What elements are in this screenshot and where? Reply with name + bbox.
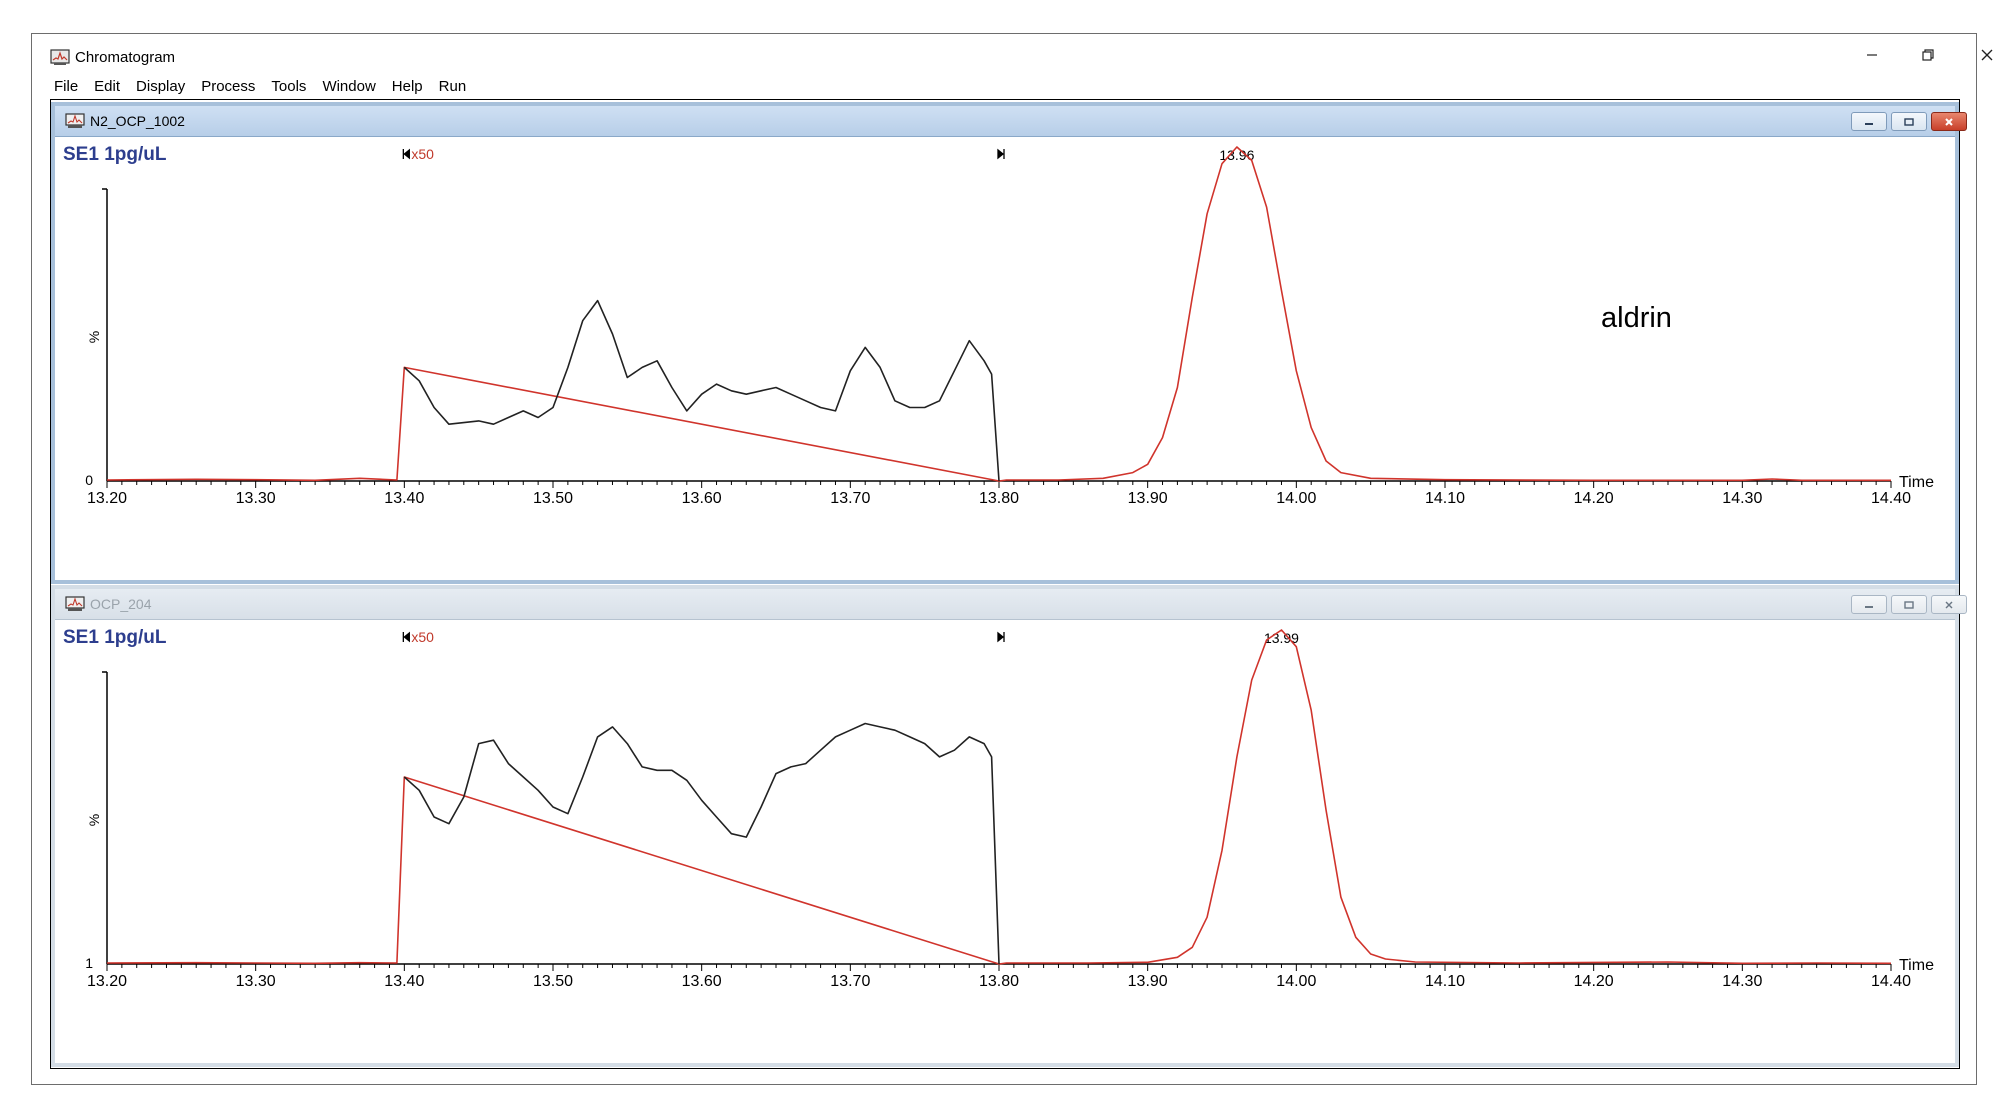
chart1-x-tick-label: 13.30: [236, 490, 276, 507]
chart2-series-1-line: [106, 629, 1892, 965]
chart1-x-tick-label: 14.20: [1574, 490, 1614, 507]
chromatogram-plot-1: SE1 1pg/uL% 0 13.20 13.30 13.40 13.50 13.60 13.…: [63, 144, 1934, 507]
menu-display[interactable]: Display: [136, 78, 186, 95]
chart1-x-tick-label: 14.00: [1276, 490, 1316, 507]
chart1-x-tick-label: 13.70: [830, 490, 870, 507]
child-titlebar-1: N2_OCP_1002: [55, 106, 1967, 137]
menu-file[interactable]: File: [54, 78, 79, 95]
child-minimize-button-2[interactable]: [1851, 595, 1887, 614]
chart2-x-tick-label: 14.10: [1425, 973, 1465, 990]
chart2-title: SE1 1pg/uL: [63, 627, 167, 648]
chart2-range-end-marker: [997, 631, 1005, 643]
chart1-xlabel: Time: [1899, 474, 1934, 491]
menu-help[interactable]: Help: [391, 78, 423, 95]
minimize-icon: [1865, 122, 1873, 125]
chart1-compound-label: aldrin: [1601, 302, 1672, 334]
chart2-x-tick-label: 14.40: [1871, 973, 1911, 990]
chart2-x-tick-label: 14.20: [1574, 973, 1614, 990]
chromatogram-app-icon: [50, 49, 70, 65]
minimize-icon: [1867, 54, 1877, 56]
child-maximize-button-1[interactable]: [1891, 112, 1927, 131]
chart1-x-tick-label: 13.60: [682, 490, 722, 507]
app-title: Chromatogram: [75, 49, 176, 66]
chart1-x-tick-label: 13.80: [979, 490, 1019, 507]
menu-tools[interactable]: Tools: [271, 78, 307, 95]
restore-button[interactable]: [1900, 40, 1956, 70]
child-close-button-2[interactable]: [1931, 595, 1967, 614]
close-icon: [1945, 601, 1953, 608]
child-titlebar-2: OCP_204: [55, 589, 1967, 620]
chromatogram-window-2: OCP_204 SE1 1pg/uL% 1 13.20 13.30 13.40 13.50…: [51, 585, 1967, 1067]
child-title-1: N2_OCP_1002: [90, 113, 185, 129]
child-close-button-1[interactable]: [1931, 112, 1967, 131]
chromatogram-doc-icon: [65, 113, 85, 128]
chromatogram-window-1: N2_OCP_1002 SE1 1pg/uL% 0 13.20 13.30 13.40 1…: [51, 102, 1967, 584]
close-icon: [1945, 117, 1953, 126]
close-icon: [1981, 49, 1993, 61]
chart1-range-end-marker: [997, 148, 1005, 160]
chart2-y-bottom-label: 1: [85, 955, 93, 971]
menu-bar: File Edit Display Process Tools Window H…: [46, 75, 474, 99]
chromatogram-plot-2: SE1 1pg/uL% 1 13.20 13.30 13.40 13.50 13.60 13.…: [63, 627, 1934, 990]
chart2-x-tick-label: 13.30: [236, 973, 276, 990]
mdi-workspace: N2_OCP_1002 SE1 1pg/uL% 0 13.20 13.30 13.40 1…: [50, 99, 1967, 1069]
restore-icon: [1922, 49, 1934, 61]
chromatogram-doc-icon: [65, 596, 85, 611]
chart1-range-start-marker: [402, 148, 410, 160]
child-maximize-button-2[interactable]: [1891, 595, 1927, 614]
chart1-x-tick-label: 13.90: [1128, 490, 1168, 507]
menu-process[interactable]: Process: [201, 78, 256, 95]
app-titlebar: Chromatogram: [32, 34, 1993, 74]
chart1-x-tick-label: 13.40: [384, 490, 424, 507]
chart1-series-1-line: [106, 146, 1891, 482]
chart1-series-2-line: [403, 299, 1000, 482]
maximize-icon: [1904, 600, 1914, 609]
chart1-x-tick-label: 14.40: [1871, 490, 1911, 507]
chart2-x-tick-label: 13.60: [682, 973, 722, 990]
chart2-magnification-label: x50: [411, 629, 434, 645]
chart2-x-tick-label: 14.30: [1722, 973, 1762, 990]
chart1-x-tick-label: 14.30: [1722, 490, 1762, 507]
minimize-icon: [1865, 605, 1873, 608]
menu-window[interactable]: Window: [322, 78, 376, 95]
chart1-ylabel: %: [86, 331, 102, 343]
chart1-x-tick-label: 13.20: [87, 490, 127, 507]
chart2-xlabel: Time: [1899, 957, 1934, 974]
chart2-x-tick-label: 13.90: [1128, 973, 1168, 990]
chart2-x-tick-label: 13.80: [979, 973, 1019, 990]
chart1-y-bottom-label: 0: [85, 472, 93, 488]
child-title-2: OCP_204: [90, 596, 152, 612]
chart2-series-2-line: [403, 722, 1000, 965]
chart1-peak-label: 13.96: [1219, 147, 1254, 163]
chart1-x-tick-label: 13.50: [533, 490, 573, 507]
chart2-x-tick-label: 14.00: [1276, 973, 1316, 990]
menu-run[interactable]: Run: [438, 78, 467, 95]
maximize-icon: [1904, 117, 1914, 126]
chart2-ylabel: %: [86, 814, 102, 826]
close-button[interactable]: [1959, 40, 2000, 70]
chart1-title: SE1 1pg/uL: [63, 144, 167, 165]
chart2-peak-label: 13.99: [1264, 630, 1299, 646]
chart1-x-tick-label: 14.10: [1425, 490, 1465, 507]
child-minimize-button-1[interactable]: [1851, 112, 1887, 131]
chart1-magnification-label: x50: [411, 146, 434, 162]
chart2-x-tick-label: 13.50: [533, 973, 573, 990]
chart2-range-start-marker: [402, 631, 410, 643]
chart2-x-tick-label: 13.70: [830, 973, 870, 990]
chart2-x-tick-label: 13.20: [87, 973, 127, 990]
menu-edit[interactable]: Edit: [94, 78, 121, 95]
chart2-x-tick-label: 13.40: [384, 973, 424, 990]
app-window: Chromatogram File Edit Display Process T…: [31, 33, 1993, 1085]
minimize-button[interactable]: [1844, 40, 1900, 70]
